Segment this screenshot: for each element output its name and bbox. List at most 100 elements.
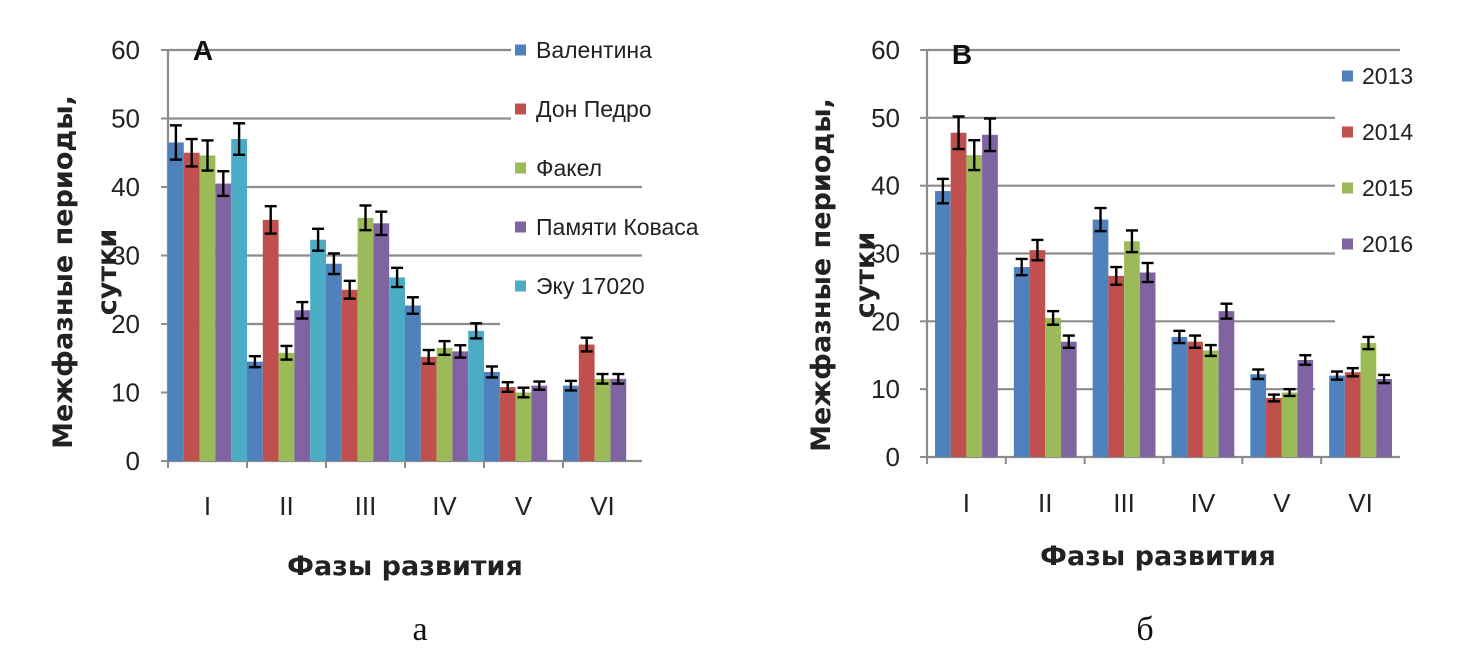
legend-swatch-a-Эку 17020 xyxy=(515,280,526,292)
error-bar-a-I-Памяти Коваса xyxy=(217,170,230,198)
error-bar-b-V-2016 xyxy=(1299,354,1312,366)
y-tick-label-a-40: 40 xyxy=(111,172,140,202)
error-bar-a-V-Памяти Коваса xyxy=(533,380,546,391)
bar-b-IV-2014 xyxy=(1187,341,1203,457)
error-bar-a-II-Дон Педро xyxy=(264,204,277,235)
bar-a-II-Эку 17020 xyxy=(310,239,326,461)
bar-a-III-Памяти Коваса xyxy=(373,223,390,461)
bar-a-III-Факел xyxy=(357,217,374,461)
caption-b: б xyxy=(1136,611,1153,648)
legend-bg-a-Эку 17020 xyxy=(511,271,649,301)
x-tick-label-b-III: III xyxy=(1113,488,1135,518)
y-tick-label-b-0: 0 xyxy=(886,442,900,472)
legend-swatch-a-Факел xyxy=(515,162,526,174)
y-axis-title-a-line-0: Межфазные периоды, xyxy=(48,95,79,449)
bar-a-I-Факел xyxy=(199,155,216,462)
x-tick-label-b-V: V xyxy=(1273,488,1291,518)
x-tick-label-b-VI: VI xyxy=(1348,488,1373,518)
bar-b-II-2015 xyxy=(1045,317,1061,457)
error-bar-a-IV-Факел xyxy=(438,339,451,357)
bar-b-II-2016 xyxy=(1060,341,1077,457)
error-bar-b-II-2015 xyxy=(1047,309,1060,326)
error-bar-b-VI-2014 xyxy=(1346,366,1359,378)
y-tick-label-a-0: 0 xyxy=(126,446,140,476)
legend-label-a-Эку 17020: Эку 17020 xyxy=(536,273,645,299)
y-tick-label-b-20: 20 xyxy=(871,306,900,336)
legend-label-b-2014: 2014 xyxy=(1362,119,1413,145)
error-bar-a-IV-Валентина xyxy=(406,296,419,315)
error-bar-b-VI-2015 xyxy=(1362,335,1375,351)
bar-b-II-2014 xyxy=(1029,250,1046,457)
error-bar-a-IV-Памяти Коваса xyxy=(454,344,467,359)
error-bar-a-I-Валентина xyxy=(169,124,182,161)
legend-bg-a-Факел xyxy=(511,153,607,183)
bar-b-I-2016 xyxy=(982,134,998,457)
legend-label-a-Дон Педро: Дон Педро xyxy=(536,96,652,122)
error-bar-b-III-2013 xyxy=(1094,206,1107,233)
error-bar-a-VI-Памяти Коваса xyxy=(612,372,625,385)
bar-b-VI-2014 xyxy=(1344,372,1361,457)
bar-b-II-2013 xyxy=(1013,267,1030,457)
y-tick-label-a-10: 10 xyxy=(111,378,140,408)
error-bar-a-V-Дон Педро xyxy=(501,381,514,394)
bar-a-V-Памяти Коваса xyxy=(531,385,548,461)
error-bar-b-I-2013 xyxy=(936,177,949,205)
error-bar-b-III-2016 xyxy=(1141,261,1154,284)
error-bar-b-II-2014 xyxy=(1031,238,1044,262)
y-tick-label-b-60: 60 xyxy=(871,35,900,65)
bar-a-I-Эку 17020 xyxy=(231,139,247,462)
y-tick-label-b-50: 50 xyxy=(871,103,900,133)
error-bar-a-IV-Эку 17020 xyxy=(470,322,483,340)
bar-a-IV-Эку 17020 xyxy=(468,330,484,461)
y-tick-label-a-60: 60 xyxy=(111,35,140,65)
bar-b-IV-2016 xyxy=(1218,311,1235,457)
y-tick-label-a-20: 20 xyxy=(111,309,140,339)
error-bar-a-VI-Дон Педро xyxy=(580,336,593,353)
x-tick-label-a-VI: VI xyxy=(590,491,615,521)
error-bar-b-IV-2015 xyxy=(1204,343,1217,358)
y-tick-label-b-40: 40 xyxy=(871,171,900,201)
error-bar-a-III-Дон Педро xyxy=(343,279,356,300)
x-tick-label-a-V: V xyxy=(515,491,533,521)
y-axis-title-b-line-0: Межфазные периоды, xyxy=(806,98,837,452)
bar-a-I-Валентина xyxy=(168,142,184,461)
error-bar-a-II-Валентина xyxy=(248,354,261,369)
y-tick-label-a-50: 50 xyxy=(111,104,140,134)
error-bar-a-V-Валентина xyxy=(485,365,498,379)
error-bar-a-IV-Дон Педро xyxy=(422,348,435,365)
bar-a-VI-Памяти Коваса xyxy=(610,378,627,461)
bar-a-II-Факел xyxy=(278,352,295,461)
bar-b-III-2013 xyxy=(1092,219,1109,457)
error-bar-a-III-Факел xyxy=(359,204,372,232)
bar-a-III-Эку 17020 xyxy=(389,277,405,461)
bar-a-V-Факел xyxy=(515,392,532,461)
legend-label-b-2016: 2016 xyxy=(1362,231,1413,257)
y-tick-label-b-10: 10 xyxy=(871,374,900,404)
legend-label-b-2015: 2015 xyxy=(1362,175,1413,201)
x-tick-label-b-II: II xyxy=(1038,488,1052,518)
error-bar-a-I-Факел xyxy=(201,139,214,172)
y-tick-label-a-30: 30 xyxy=(111,241,140,271)
bar-b-IV-2013 xyxy=(1171,336,1188,457)
bar-a-I-Памяти Коваса xyxy=(215,183,232,461)
bar-a-VI-Дон Педро xyxy=(578,344,595,461)
error-bar-b-IV-2013 xyxy=(1173,329,1186,345)
error-bar-b-III-2015 xyxy=(1125,229,1138,254)
error-bar-b-VI-2016 xyxy=(1378,373,1391,385)
bar-a-II-Валентина xyxy=(247,361,263,461)
error-bar-a-III-Памяти Коваса xyxy=(375,210,388,237)
legend-label-a-Валентина: Валентина xyxy=(536,37,652,63)
x-tick-label-a-IV: IV xyxy=(432,491,457,521)
legend-swatch-a-Памяти Коваса xyxy=(515,221,526,233)
legend-label-b-2013: 2013 xyxy=(1362,63,1413,89)
error-bar-b-II-2016 xyxy=(1062,334,1075,349)
x-tick-label-b-I: I xyxy=(963,488,970,518)
legend-bg-a-Памяти Коваса xyxy=(511,212,703,242)
legend-swatch-b-2016 xyxy=(1342,238,1353,250)
error-bar-a-III-Валентина xyxy=(327,252,340,276)
x-axis-title-b: Фазы развития xyxy=(1040,541,1276,572)
bar-b-V-2015 xyxy=(1281,392,1298,457)
bar-b-V-2013 xyxy=(1250,374,1267,457)
error-bar-b-V-2015 xyxy=(1283,387,1296,398)
